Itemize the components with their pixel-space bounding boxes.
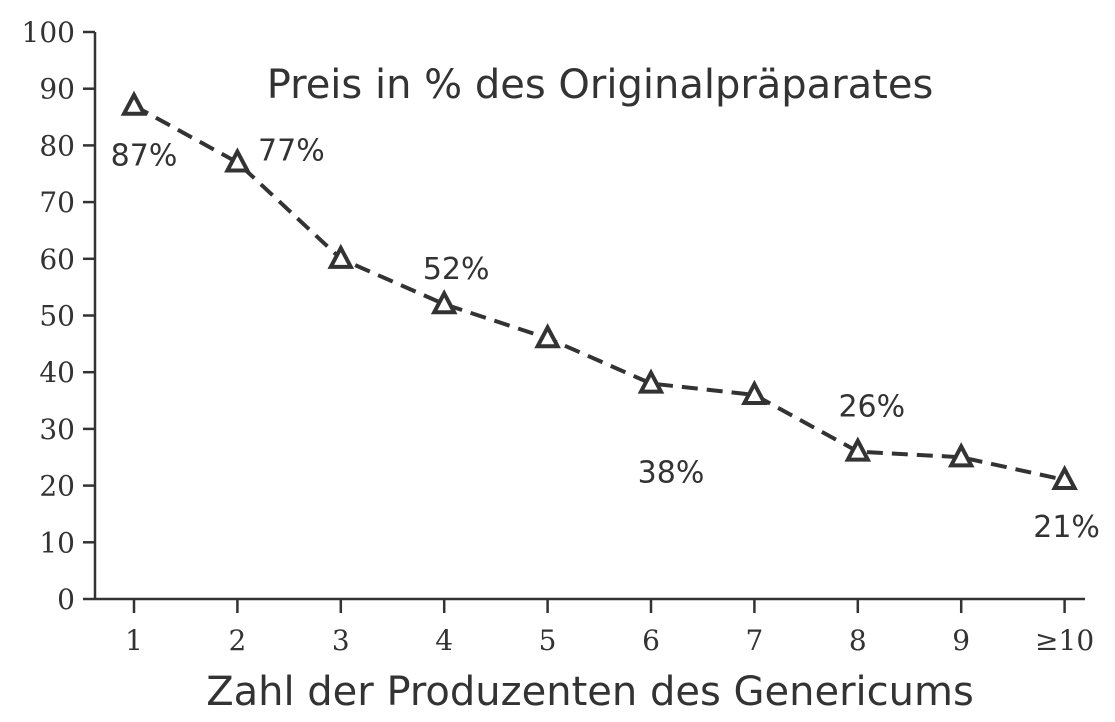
data-label: 87%: [111, 139, 178, 174]
data-label: 77%: [258, 133, 325, 168]
x-tick-label: 9: [952, 624, 970, 657]
x-tick-label: 1: [125, 624, 143, 657]
x-tick-label: 6: [642, 624, 660, 657]
data-point-marker: [1051, 464, 1078, 491]
x-tick-label: 5: [539, 624, 557, 657]
y-tick-label: 0: [57, 583, 75, 616]
x-axis-title: Zahl der Produzenten des Genericums: [206, 669, 974, 715]
data-point-marker: [534, 323, 561, 349]
data-point-marker: [637, 368, 665, 394]
x-axis-ticks: 1 2 3 4 5 6 7 8 9 ≥10: [125, 599, 1094, 657]
y-tick-label: 50: [39, 300, 75, 333]
data-point-marker: [327, 243, 355, 269]
y-tick-label: 20: [39, 470, 75, 503]
data-point-marker: [120, 90, 148, 116]
x-tick-label: 7: [745, 624, 763, 657]
data-point-marker: [741, 379, 768, 405]
y-tick-label: 80: [39, 129, 75, 162]
data-point-marker: [947, 442, 975, 468]
y-axis-ticks: 0 10 20 30 40 50 60 70 80 90 100: [22, 16, 95, 616]
x-tick-label: 4: [435, 624, 453, 657]
y-tick-label: 30: [39, 413, 75, 446]
y-tick-label: 100: [22, 16, 75, 49]
data-label: 38%: [638, 456, 705, 491]
series-group: [120, 90, 1078, 491]
data-labels: 87% 77% 52% 38% 26% 21%: [111, 133, 1100, 545]
data-label: 52%: [423, 252, 490, 287]
data-label: 21%: [1033, 510, 1100, 545]
y-tick-label: 10: [39, 526, 75, 559]
y-tick-label: 90: [39, 73, 75, 106]
data-point-marker: [224, 147, 251, 173]
x-tick-label: 8: [849, 624, 867, 657]
y-tick-label: 70: [39, 186, 75, 219]
y-tick-label: 60: [39, 243, 75, 276]
chart-title: Preis in % des Originalpräparates: [267, 62, 934, 108]
x-tick-label: ≥10: [1035, 624, 1094, 657]
series-line: [133, 103, 1066, 482]
data-point-marker: [430, 289, 458, 315]
data-point-marker: [844, 436, 872, 462]
y-tick-label: 40: [39, 356, 75, 389]
x-tick-label: 3: [332, 624, 350, 657]
x-tick-label: 2: [228, 624, 246, 657]
data-label: 26%: [838, 390, 905, 425]
